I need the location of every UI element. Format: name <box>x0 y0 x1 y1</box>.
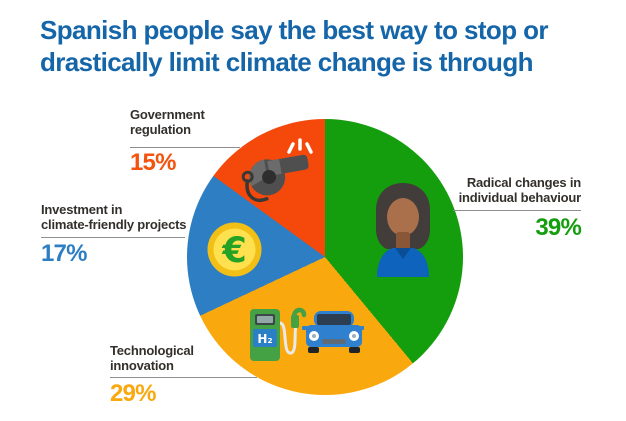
page-title: Spanish people say the best way to stop … <box>40 14 610 78</box>
whistle-sound-marks <box>287 138 313 154</box>
euro-coin-icon: € <box>207 222 262 277</box>
percent-radical: 39% <box>535 214 581 241</box>
label-investment-line2: climate-friendly projects <box>41 216 187 232</box>
percent-investment: 17% <box>41 240 87 267</box>
label-radical-line1: Radical changes in <box>466 175 581 190</box>
label-government-line2: regulation <box>130 121 191 137</box>
page-title-line1: Spanish people say the best way to stop … <box>40 15 549 45</box>
hydrogen-label: H₂ <box>257 332 272 346</box>
label-radical-changes: Radical changes in individual behaviour <box>400 175 582 205</box>
callout-line-radical <box>453 210 581 211</box>
label-technological: Technological innovation <box>110 343 260 373</box>
label-investment: Investment in climate-friendly projects <box>41 202 211 232</box>
label-investment-line1: Investment in <box>41 202 123 217</box>
hydrogen-car-icon: H₂ <box>250 307 364 361</box>
label-government-line1: Government <box>130 107 205 122</box>
person-icon <box>376 183 430 277</box>
euro-symbol: € <box>221 231 246 271</box>
percent-technological: 29% <box>110 380 156 407</box>
callout-line-investment <box>41 237 185 238</box>
callout-line-technological <box>110 377 257 378</box>
page-title-line2: drastically limit climate change is thro… <box>40 47 534 77</box>
label-government-regulation: Government regulation <box>130 107 260 137</box>
whistle-icon <box>241 138 313 202</box>
label-technological-line1: Technological <box>110 343 194 358</box>
callout-line-government <box>130 147 240 148</box>
percent-government: 15% <box>130 149 176 176</box>
label-technological-line2: innovation <box>110 357 174 373</box>
label-radical-line2: individual behaviour <box>458 189 582 205</box>
